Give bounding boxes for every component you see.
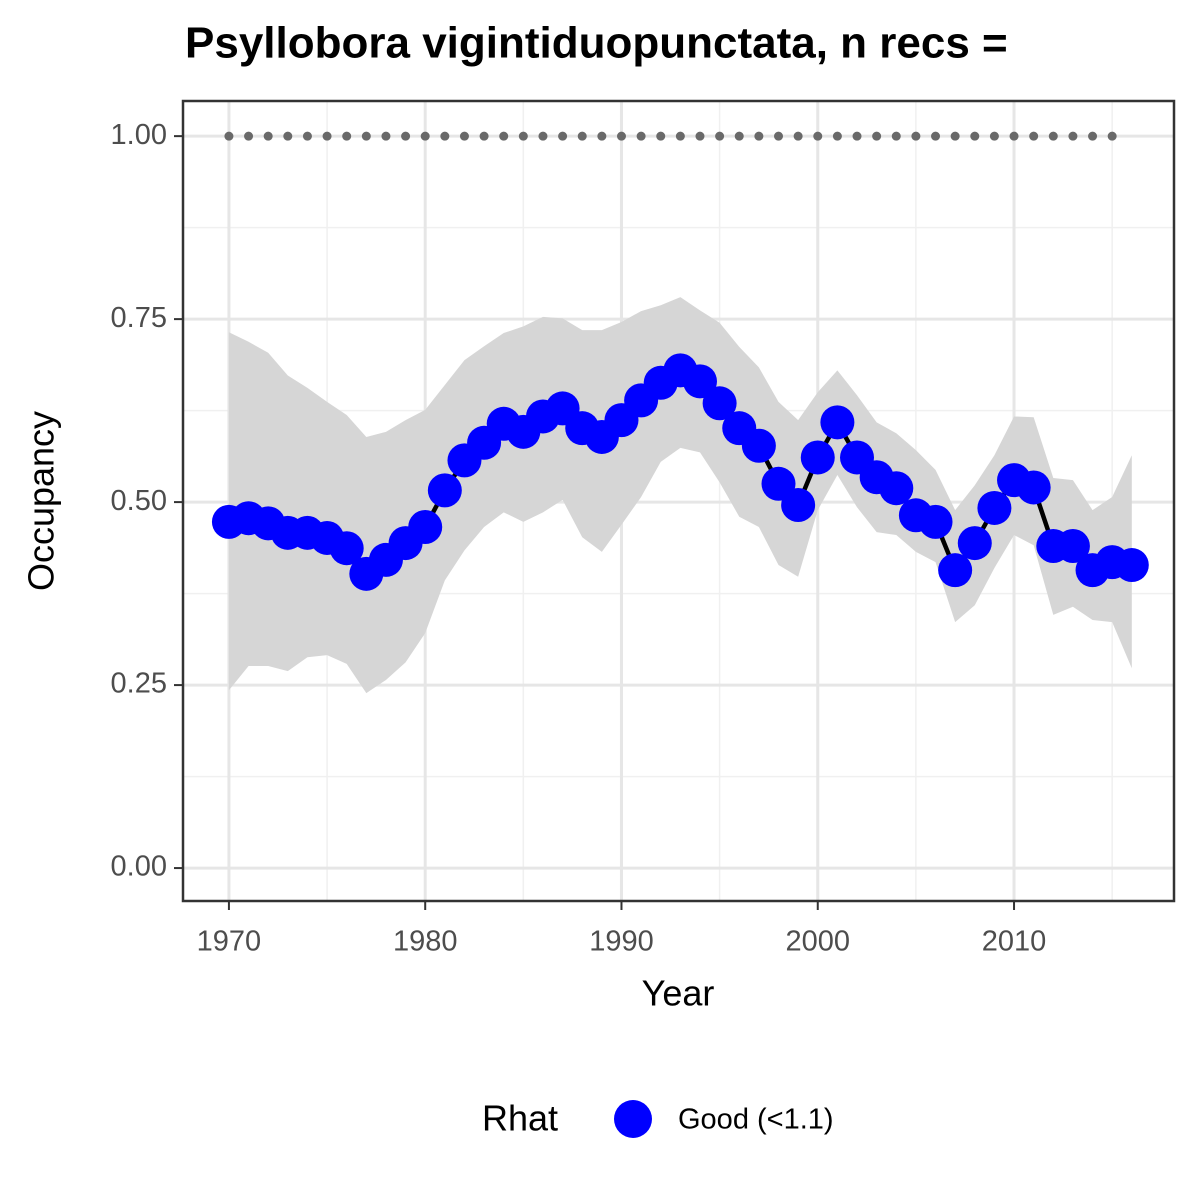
data-point xyxy=(820,405,855,440)
x-tick-label: 2010 xyxy=(982,926,1047,958)
reference-dot xyxy=(872,131,882,141)
data-point xyxy=(918,504,953,539)
reference-dot xyxy=(322,131,332,141)
reference-dot xyxy=(224,131,234,141)
reference-dot xyxy=(1048,131,1058,141)
data-point xyxy=(329,531,364,566)
reference-dot xyxy=(558,131,568,141)
reference-dot xyxy=(440,131,450,141)
reference-dot xyxy=(1009,131,1019,141)
reference-dot xyxy=(1088,131,1098,141)
reference-dot xyxy=(1029,131,1039,141)
reference-dot xyxy=(695,131,705,141)
data-point xyxy=(1114,548,1149,583)
x-tick-label: 1990 xyxy=(589,926,654,958)
reference-dot xyxy=(911,131,921,141)
reference-dot xyxy=(813,131,823,141)
data-point xyxy=(977,490,1012,525)
legend-label: Good (<1.1) xyxy=(678,1104,834,1136)
data-point xyxy=(800,440,835,475)
reference-dot xyxy=(538,131,548,141)
y-axis-label: Occupancy xyxy=(21,411,62,591)
reference-dot xyxy=(381,131,391,141)
reference-dot xyxy=(774,131,784,141)
reference-dot xyxy=(989,131,999,141)
data-point xyxy=(938,553,973,588)
panel-border xyxy=(181,99,1176,903)
reference-dot xyxy=(793,131,803,141)
x-tick-label: 1970 xyxy=(197,926,262,958)
x-axis-label: Year xyxy=(642,973,715,1014)
legend-marker xyxy=(614,1100,652,1138)
reference-dot xyxy=(832,131,842,141)
reference-dot xyxy=(950,131,960,141)
reference-dot xyxy=(263,131,273,141)
reference-dot xyxy=(754,131,764,141)
reference-dot xyxy=(1068,131,1078,141)
reference-dot xyxy=(361,131,371,141)
legend-title: Rhat xyxy=(482,1098,558,1139)
reference-dot xyxy=(616,131,626,141)
reference-dot xyxy=(342,131,352,141)
data-point xyxy=(1055,529,1090,564)
data-point xyxy=(781,488,816,523)
reference-dot xyxy=(577,131,587,141)
y-tick-label: 1.00 xyxy=(111,119,167,151)
reference-dot xyxy=(283,131,293,141)
data-point xyxy=(741,428,776,463)
data-point xyxy=(879,471,914,506)
x-tick-label: 1980 xyxy=(393,926,458,958)
data-point xyxy=(1016,470,1051,505)
reference-dot xyxy=(420,131,430,141)
data-point xyxy=(957,526,992,561)
reference-dot xyxy=(244,131,254,141)
reference-dot xyxy=(1107,131,1117,141)
y-tick-label: 0.00 xyxy=(111,851,167,883)
reference-dot xyxy=(597,131,607,141)
y-tick-label: 0.75 xyxy=(111,302,167,334)
reference-dot xyxy=(734,131,744,141)
confidence-band xyxy=(228,297,1132,694)
reference-dot xyxy=(852,131,862,141)
reference-dot xyxy=(459,131,469,141)
data-point xyxy=(427,473,462,508)
y-tick-label: 0.25 xyxy=(111,668,167,700)
data-point xyxy=(702,386,737,421)
x-tick-label: 2000 xyxy=(786,926,851,958)
y-tick-label: 0.50 xyxy=(111,485,167,517)
reference-dot xyxy=(499,131,509,141)
reference-dot xyxy=(656,131,666,141)
reference-dot xyxy=(931,131,941,141)
reference-dot xyxy=(675,131,685,141)
chart-title: Psyllobora vigintiduopunctata, n recs = xyxy=(185,19,1008,68)
data-point xyxy=(408,509,443,544)
reference-dot xyxy=(401,131,411,141)
reference-dot xyxy=(636,131,646,141)
reference-dot xyxy=(970,131,980,141)
data-point xyxy=(682,364,717,399)
reference-dot xyxy=(302,131,312,141)
reference-dot xyxy=(715,131,725,141)
reference-dot xyxy=(479,131,489,141)
reference-dot xyxy=(891,131,901,141)
reference-dot xyxy=(518,131,528,141)
